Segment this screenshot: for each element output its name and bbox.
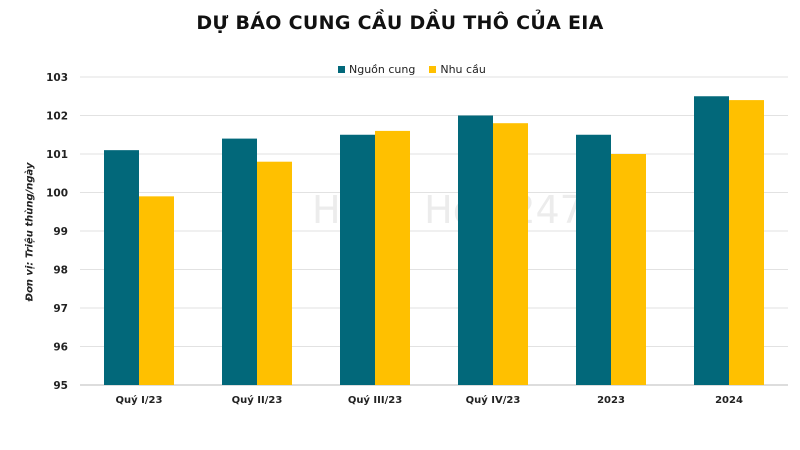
chart-title: DỰ BÁO CUNG CẦU DẦU THÔ CỦA EIA <box>196 12 604 34</box>
bar-supply <box>222 138 257 385</box>
y-tick-label: 95 <box>53 380 68 392</box>
bar-supply <box>694 96 729 385</box>
y-tick-label: 103 <box>46 72 68 84</box>
y-tick-label: 98 <box>53 265 68 277</box>
x-tick-label: Quý II/23 <box>232 394 283 406</box>
x-tick-label: Quý IV/23 <box>466 394 521 406</box>
y-tick-label: 101 <box>46 149 68 161</box>
y-tick-label: 97 <box>53 303 68 315</box>
bar-demand <box>493 123 528 385</box>
bar-demand <box>139 196 174 385</box>
bar-supply <box>576 134 611 385</box>
legend-swatch-supply <box>338 66 345 73</box>
x-tick-label: 2023 <box>597 395 625 406</box>
y-axis-label: Đơn vị: Triệu thùng/ngày <box>24 162 36 302</box>
x-tick-label: 2024 <box>715 395 743 406</box>
bar-demand <box>257 161 292 385</box>
legend-label: Nguồn cung <box>349 63 416 76</box>
y-tick-label: 96 <box>53 342 68 354</box>
legend-swatch-demand <box>429 66 437 73</box>
legend-label: Nhu cầu <box>440 63 486 76</box>
bar-demand <box>611 154 646 385</box>
legend: Nguồn cung Nhu cầu <box>338 63 486 76</box>
y-tick-label: 99 <box>53 226 68 238</box>
y-tick-label: 102 <box>46 111 68 123</box>
bar-supply <box>458 115 493 385</box>
y-tick-label: 100 <box>46 188 68 200</box>
bar-supply <box>340 134 375 385</box>
legend-item-demand: Nhu cầu <box>429 63 486 76</box>
legend-item-supply: Nguồn cung <box>338 63 415 76</box>
x-tick-label: Quý III/23 <box>348 394 402 406</box>
bar-demand <box>375 130 410 385</box>
bar-supply <box>104 150 139 385</box>
x-tick-label: Quý I/23 <box>116 394 163 406</box>
bar-demand <box>729 100 764 385</box>
